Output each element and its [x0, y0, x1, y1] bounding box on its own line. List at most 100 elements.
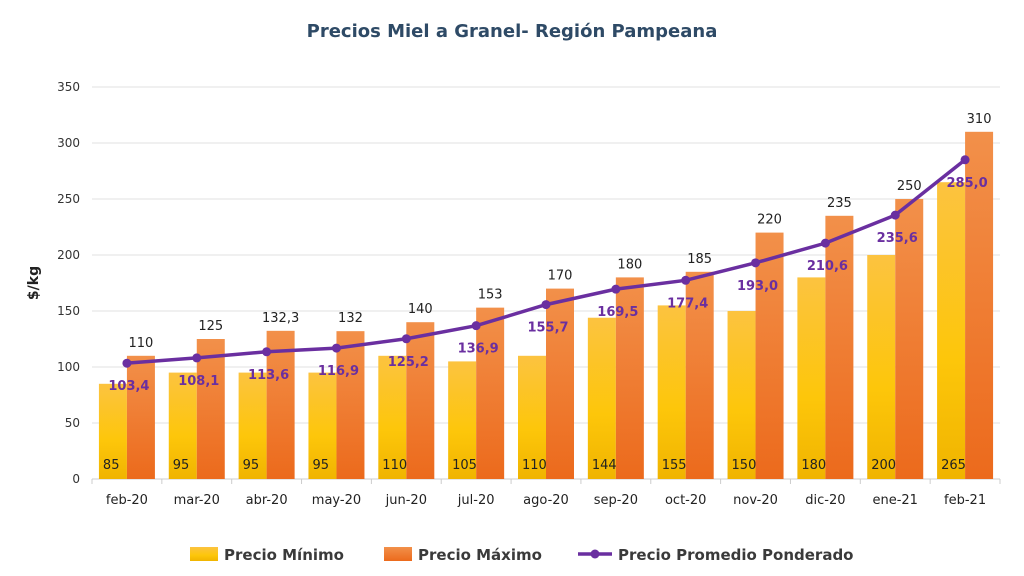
y-tick-label: 50 — [65, 416, 80, 430]
data-label-minimo: 180 — [801, 458, 826, 473]
data-label-maximo: 132 — [338, 311, 363, 326]
data-label-maximo: 250 — [897, 179, 922, 194]
y-tick-label: 300 — [57, 136, 80, 150]
x-tick-label: mar-20 — [174, 493, 220, 508]
data-label-minimo: 95 — [312, 458, 329, 473]
legend-swatch-maximo — [384, 547, 412, 561]
bar-precio-minimo — [797, 277, 826, 479]
data-label-maximo: 110 — [129, 336, 154, 351]
data-label-promedio: 210,6 — [807, 259, 848, 274]
point-precio-promedio — [262, 347, 272, 357]
y-axis-label: $/kg — [26, 266, 42, 300]
point-precio-promedio — [122, 358, 132, 368]
point-precio-promedio — [331, 343, 341, 353]
point-precio-promedio — [471, 321, 481, 331]
bar-precio-maximo — [895, 199, 924, 479]
data-label-minimo: 150 — [732, 458, 757, 473]
data-label-minimo: 144 — [592, 458, 617, 473]
bar-precio-minimo — [587, 317, 616, 479]
x-tick-label: sep-20 — [594, 493, 638, 508]
x-tick-label: jul-20 — [457, 493, 495, 508]
bar-precio-maximo — [196, 339, 225, 479]
legend-label-promedio: Precio Promedio Ponderado — [618, 546, 853, 564]
x-tick-label: may-20 — [312, 493, 361, 508]
bar-precio-maximo — [615, 277, 644, 479]
point-precio-promedio — [401, 334, 411, 344]
y-tick-label: 200 — [57, 248, 80, 262]
y-tick-label: 350 — [57, 80, 80, 94]
data-label-maximo: 153 — [478, 288, 503, 303]
data-label-promedio: 169,5 — [597, 305, 638, 320]
x-tick-label: oct-20 — [665, 493, 706, 508]
y-tick-label: 150 — [57, 304, 80, 318]
data-label-promedio: 113,6 — [248, 368, 289, 383]
bar-precio-maximo — [685, 271, 714, 479]
x-tick-label: jun-20 — [385, 493, 427, 508]
x-tick-label: feb-20 — [106, 493, 148, 508]
data-label-maximo: 185 — [687, 252, 712, 267]
data-label-maximo: 140 — [408, 302, 433, 317]
data-label-minimo: 200 — [871, 458, 896, 473]
y-tick-label: 100 — [57, 360, 80, 374]
point-precio-promedio — [751, 258, 761, 268]
data-label-minimo: 265 — [941, 458, 966, 473]
data-label-minimo: 155 — [662, 458, 687, 473]
bar-precio-minimo — [448, 361, 477, 479]
bar-precio-minimo — [168, 372, 197, 479]
bar-precio-minimo — [378, 355, 407, 479]
data-label-minimo: 95 — [243, 458, 260, 473]
x-tick-label: feb-21 — [944, 493, 986, 508]
point-precio-promedio — [192, 353, 202, 363]
bar-precio-minimo — [727, 311, 756, 479]
x-tick-label: ago-20 — [523, 493, 569, 508]
bar-precio-minimo — [937, 182, 966, 479]
legend-label-minimo: Precio Mínimo — [224, 546, 344, 564]
x-tick-label: abr-20 — [246, 493, 288, 508]
bar-precio-minimo — [867, 255, 896, 479]
point-precio-promedio — [611, 284, 621, 294]
x-tick-label: ene-21 — [872, 493, 917, 508]
bar-precio-maximo — [336, 331, 365, 479]
bar-precio-minimo — [238, 372, 267, 479]
bar-precio-maximo — [546, 288, 574, 479]
bar-precio-maximo — [755, 232, 784, 479]
data-label-promedio: 136,9 — [458, 342, 499, 357]
y-tick-label: 0 — [72, 472, 80, 486]
point-precio-promedio — [541, 300, 551, 310]
legend: Precio Mínimo Precio Máximo Precio Promedi… — [190, 546, 853, 564]
legend-label-maximo: Precio Máximo — [418, 546, 542, 564]
data-label-promedio: 125,2 — [388, 355, 429, 370]
data-label-maximo: 310 — [967, 112, 992, 127]
point-precio-promedio — [681, 275, 691, 285]
y-tick-label: 250 — [57, 192, 80, 206]
bar-precio-maximo — [825, 215, 854, 480]
data-label-minimo: 110 — [382, 458, 407, 473]
data-label-maximo: 132,3 — [262, 311, 299, 326]
data-label-maximo: 125 — [198, 319, 223, 334]
data-label-promedio: 177,4 — [667, 296, 708, 311]
point-precio-promedio — [890, 210, 900, 220]
legend-swatch-minimo — [190, 547, 218, 561]
data-label-promedio: 193,0 — [737, 279, 778, 294]
x-tick-label: nov-20 — [733, 493, 778, 508]
data-label-promedio: 103,4 — [108, 379, 149, 394]
point-precio-promedio — [960, 155, 970, 165]
bar-precio-maximo — [266, 330, 295, 479]
bar-precio-maximo — [406, 322, 435, 479]
chart-title: Precios Miel a Granel- Región Pampeana — [307, 21, 718, 42]
bar-precio-minimo — [518, 355, 546, 479]
data-label-promedio: 155,7 — [527, 321, 568, 336]
point-precio-promedio — [820, 238, 830, 248]
data-label-promedio: 108,1 — [178, 374, 219, 389]
bar-precio-minimo — [98, 383, 127, 479]
bar-precio-minimo — [657, 305, 686, 479]
bar-precio-minimo — [308, 372, 337, 479]
bar-precio-maximo — [476, 307, 505, 479]
data-label-promedio: 285,0 — [947, 176, 988, 191]
data-label-promedio: 235,6 — [877, 231, 918, 246]
data-label-minimo: 95 — [173, 458, 190, 473]
data-label-minimo: 110 — [522, 458, 547, 473]
bar-precio-maximo — [965, 131, 994, 480]
data-label-minimo: 105 — [452, 458, 477, 473]
